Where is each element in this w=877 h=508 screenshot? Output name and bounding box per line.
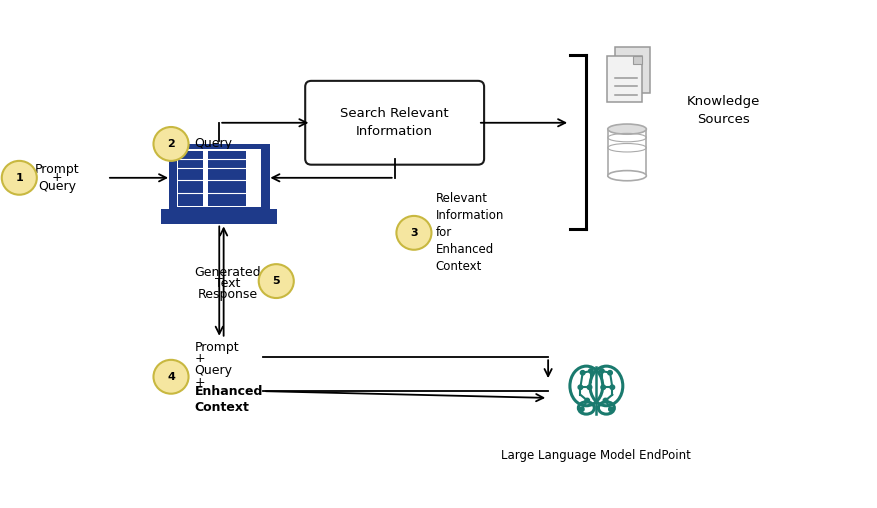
Circle shape xyxy=(259,264,294,298)
Text: Query: Query xyxy=(195,138,232,150)
Circle shape xyxy=(396,216,431,250)
Text: Enhanced
Context: Enhanced Context xyxy=(195,386,263,414)
Text: +: + xyxy=(195,376,205,389)
Text: Search Relevant
Information: Search Relevant Information xyxy=(340,107,449,138)
Text: Knowledge
Sources: Knowledge Sources xyxy=(687,94,760,125)
Text: Response: Response xyxy=(198,288,258,301)
FancyBboxPatch shape xyxy=(208,151,246,206)
Circle shape xyxy=(578,385,582,390)
Circle shape xyxy=(600,369,604,373)
FancyBboxPatch shape xyxy=(305,81,484,165)
Text: Large Language Model EndPoint: Large Language Model EndPoint xyxy=(502,449,691,462)
FancyBboxPatch shape xyxy=(168,144,269,214)
Text: Text: Text xyxy=(216,277,240,290)
Text: Prompt: Prompt xyxy=(195,341,239,354)
Circle shape xyxy=(608,370,612,375)
Circle shape xyxy=(580,407,584,411)
Circle shape xyxy=(603,398,608,403)
Text: Query: Query xyxy=(195,364,232,377)
FancyBboxPatch shape xyxy=(607,56,642,102)
Circle shape xyxy=(601,385,605,390)
Circle shape xyxy=(585,398,589,403)
Text: 5: 5 xyxy=(273,276,280,286)
Circle shape xyxy=(610,385,615,390)
FancyBboxPatch shape xyxy=(615,47,650,93)
Text: Prompt: Prompt xyxy=(35,163,79,176)
Text: 2: 2 xyxy=(168,139,175,149)
Text: Generated: Generated xyxy=(195,266,261,279)
Text: 1: 1 xyxy=(16,173,23,183)
FancyBboxPatch shape xyxy=(161,209,277,225)
Circle shape xyxy=(609,407,613,411)
Text: Query: Query xyxy=(38,180,76,193)
FancyBboxPatch shape xyxy=(178,151,203,206)
Polygon shape xyxy=(633,56,642,65)
Text: +: + xyxy=(52,171,62,184)
Text: 4: 4 xyxy=(168,372,175,382)
FancyBboxPatch shape xyxy=(608,129,646,176)
Ellipse shape xyxy=(608,124,646,134)
Circle shape xyxy=(2,161,37,195)
Text: 3: 3 xyxy=(410,228,417,238)
Circle shape xyxy=(153,127,189,161)
Text: Relevant
Information
for
Enhanced
Context: Relevant Information for Enhanced Contex… xyxy=(436,193,504,273)
FancyBboxPatch shape xyxy=(177,149,261,207)
Ellipse shape xyxy=(608,171,646,181)
Circle shape xyxy=(153,360,189,394)
Circle shape xyxy=(588,385,592,390)
Circle shape xyxy=(581,370,585,375)
Circle shape xyxy=(588,369,593,373)
Text: +: + xyxy=(195,353,205,365)
